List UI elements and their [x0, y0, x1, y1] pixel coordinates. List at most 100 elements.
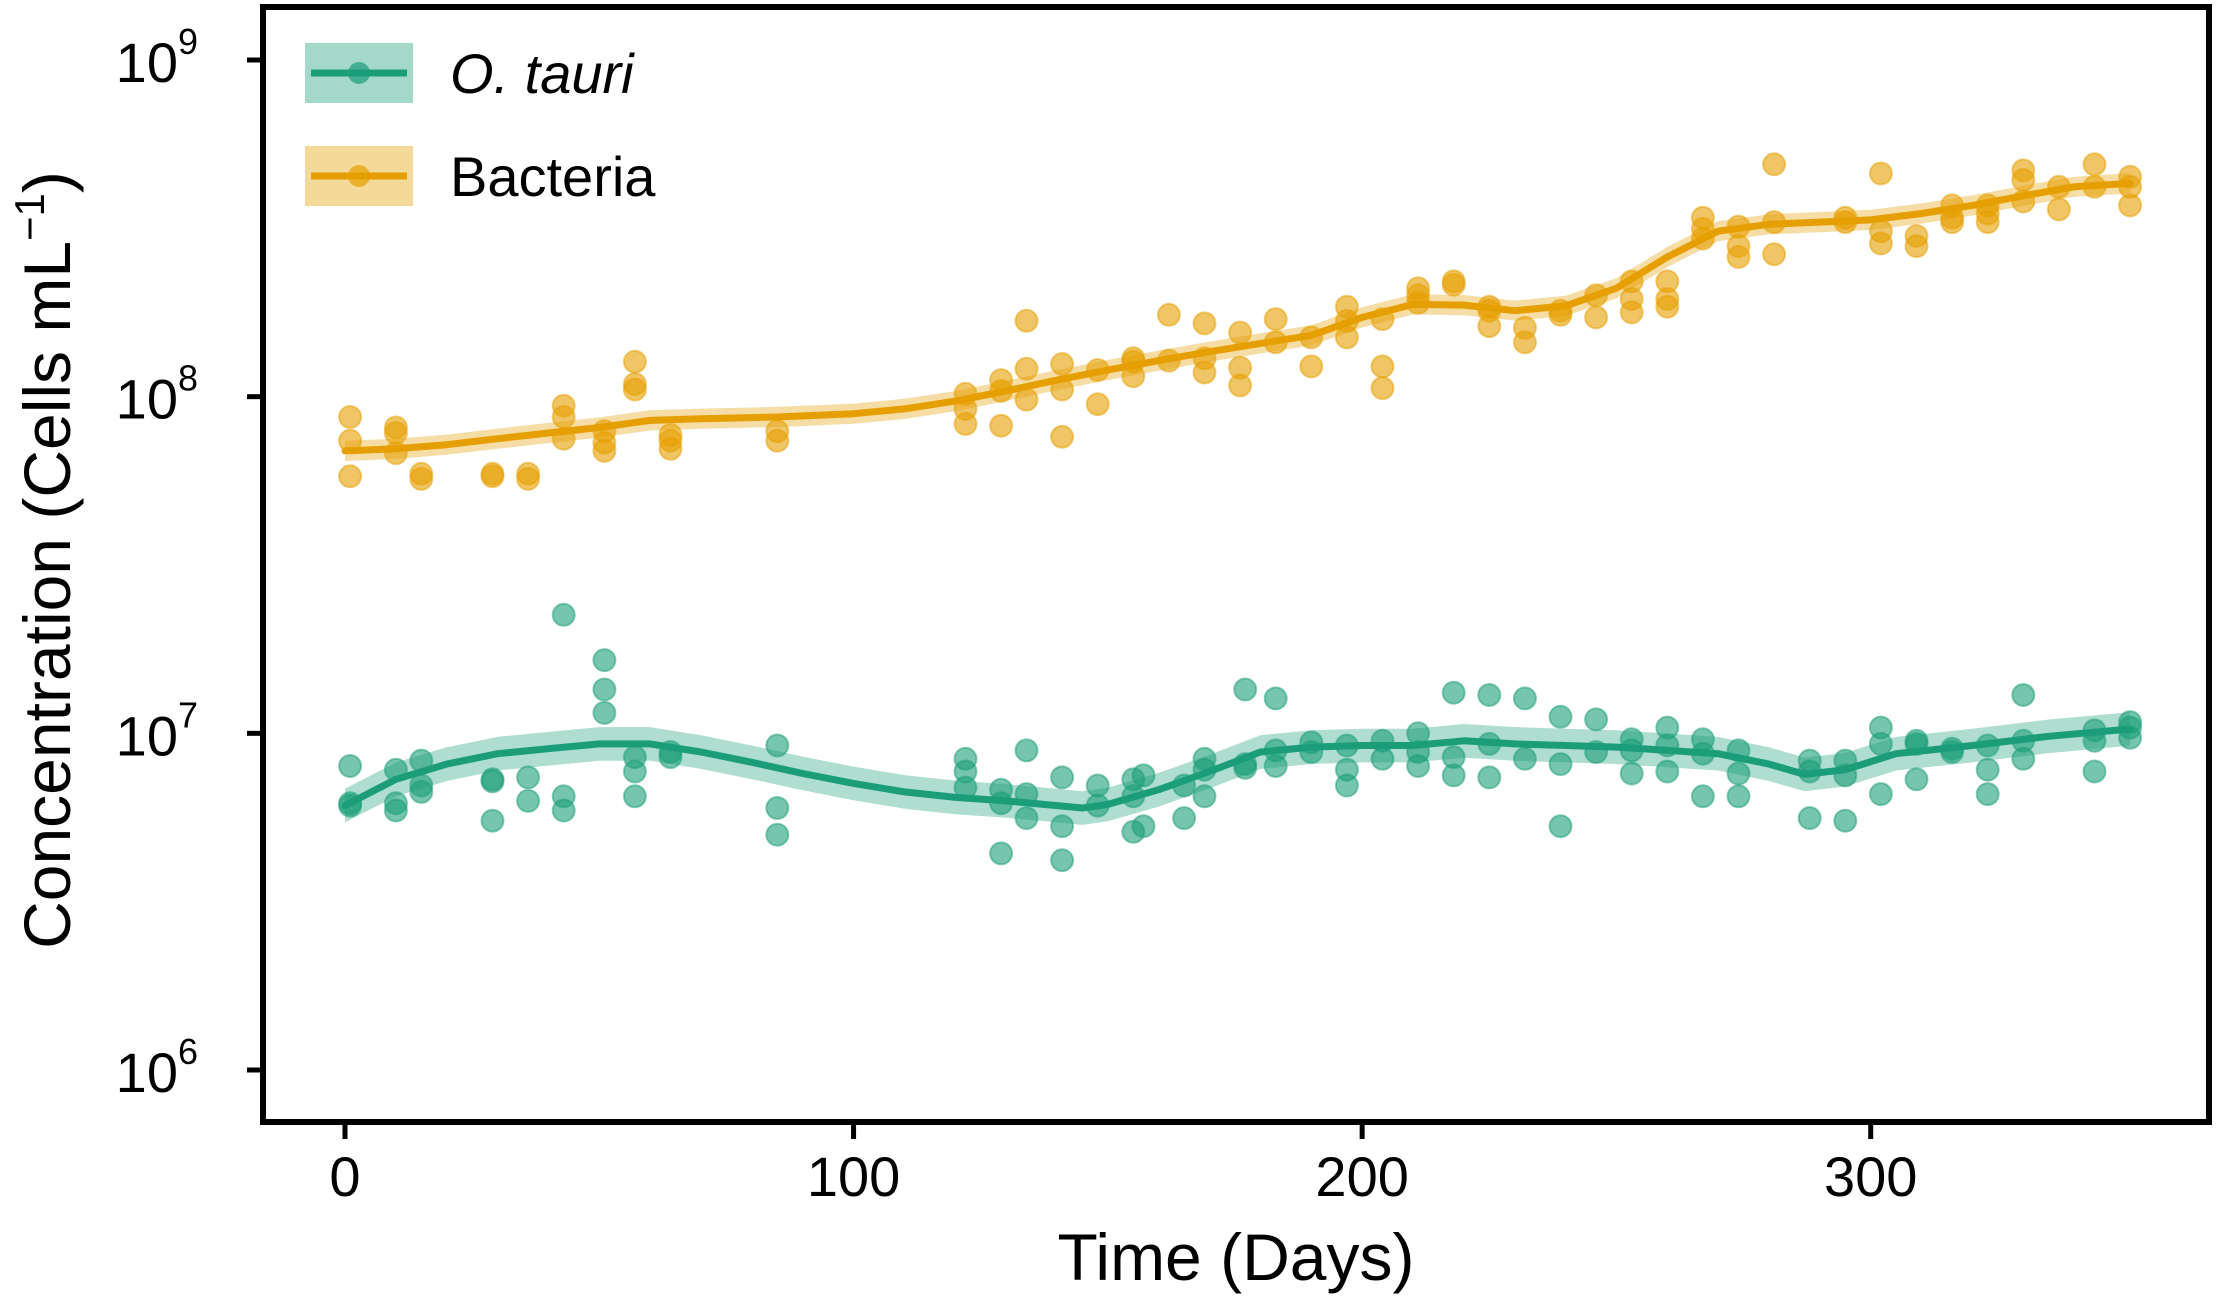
data-point-o-tauri [1548, 814, 1573, 839]
data-point-bacteria [1619, 300, 1644, 325]
data-point-bacteria [1584, 305, 1609, 330]
data-point-o-tauri [1233, 677, 1258, 702]
data-point-bacteria [1868, 231, 1893, 256]
data-point-o-tauri [383, 798, 408, 823]
data-point-o-tauri [516, 765, 541, 790]
data-point-o-tauri [480, 808, 505, 833]
data-point-o-tauri [765, 733, 790, 758]
data-point-bacteria [2118, 193, 2143, 218]
data-point-o-tauri [765, 796, 790, 820]
axes: 106 107 108 109 0 100 200 300 [116, 21, 1918, 1208]
data-point-o-tauri [2011, 746, 2036, 771]
data-point-bacteria [1477, 314, 1502, 339]
data-point-o-tauri [1131, 814, 1156, 839]
data-point-bacteria [1512, 330, 1537, 355]
data-point-o-tauri [1050, 765, 1075, 790]
data-point-o-tauri [1619, 761, 1644, 786]
data-point-o-tauri [1263, 754, 1288, 778]
data-point-bacteria [765, 428, 790, 453]
y-axis-title-text: Concentration (Cells mL [10, 241, 84, 949]
data-point-o-tauri [1726, 784, 1751, 809]
data-point-bacteria [1014, 387, 1039, 412]
data-point-o-tauri [1690, 784, 1715, 809]
data-point-o-tauri [1334, 773, 1359, 798]
data-point-o-tauri [1477, 683, 1502, 707]
legend-label-bacteria: Bacteria [450, 145, 656, 208]
trend-lines [341, 179, 2134, 812]
x-axis-title: Time (Days) [1058, 1220, 1415, 1294]
data-point-bacteria [338, 405, 363, 429]
data-point-bacteria [1868, 161, 1893, 186]
data-point-o-tauri [1406, 754, 1431, 778]
data-point-bacteria [622, 349, 647, 374]
data-point-o-tauri [480, 767, 505, 792]
data-point-bacteria [1370, 376, 1395, 401]
data-point-bacteria [1156, 302, 1181, 327]
data-point-o-tauri [1014, 806, 1039, 831]
data-point-bacteria [516, 466, 541, 491]
data-point-bacteria [1940, 210, 1965, 235]
data-point-bacteria [1050, 424, 1075, 449]
data-point-o-tauri [1050, 814, 1075, 839]
data-point-bacteria [1014, 356, 1039, 381]
trend-line-o-tauri [341, 725, 2134, 812]
data-point-bacteria [551, 405, 576, 429]
y-axis-title-close: ) [10, 171, 84, 193]
data-point-bacteria [658, 436, 683, 461]
data-point-o-tauri [1050, 848, 1075, 873]
data-point-bacteria [1370, 354, 1395, 379]
data-point-bacteria [622, 377, 647, 402]
data-point-o-tauri [2082, 759, 2107, 784]
legend-key-point-o-tauri [348, 62, 370, 84]
data-point-bacteria [1334, 325, 1359, 350]
legend: O. tauri Bacteria [305, 42, 656, 208]
data-point-o-tauri [1868, 782, 1893, 807]
trend-line-bacteria [341, 179, 2134, 455]
data-point-o-tauri [592, 677, 617, 702]
data-point-o-tauri [1131, 763, 1156, 788]
data-point-o-tauri [592, 700, 617, 725]
y-tick-label: 108 [116, 358, 198, 431]
data-point-o-tauri [1548, 752, 1573, 777]
data-point-o-tauri [622, 759, 647, 784]
data-point-o-tauri [409, 779, 434, 804]
y-tick-label: 107 [116, 694, 198, 767]
data-point-o-tauri [765, 822, 790, 847]
data-point-o-tauri [592, 648, 617, 673]
data-point-bacteria [1192, 311, 1217, 336]
data-point-o-tauri [2011, 683, 2036, 707]
data-point-bacteria [1228, 320, 1253, 345]
data-point-o-tauri [1797, 806, 1822, 831]
x-tick-label: 0 [329, 1145, 360, 1208]
data-point-o-tauri [1441, 763, 1466, 788]
data-point-bacteria [1014, 308, 1039, 333]
data-point-bacteria [1263, 307, 1288, 332]
data-point-o-tauri [1833, 808, 1858, 833]
data-point-bacteria [592, 438, 617, 463]
y-tick-label: 109 [116, 21, 198, 94]
data-point-bacteria [383, 421, 408, 445]
data-point-o-tauri [622, 784, 647, 809]
data-point-bacteria [1228, 373, 1253, 398]
data-point-bacteria [2046, 197, 2071, 222]
legend-label-o-tauri: O. tauri [450, 42, 635, 105]
data-point-o-tauri [516, 788, 541, 813]
data-point-o-tauri [1904, 767, 1929, 792]
x-tick-label: 300 [1824, 1145, 1917, 1208]
data-point-o-tauri [1584, 707, 1609, 732]
y-tick-label: 106 [116, 1031, 198, 1104]
data-point-bacteria [953, 411, 978, 436]
data-point-o-tauri [1512, 746, 1537, 771]
data-point-bacteria [1762, 152, 1787, 177]
data-point-o-tauri [1477, 765, 1502, 790]
data-point-o-tauri [551, 602, 576, 627]
data-point-bacteria [480, 464, 505, 489]
data-point-o-tauri [1192, 784, 1217, 809]
data-point-bacteria [1085, 392, 1110, 417]
data-point-o-tauri [338, 754, 363, 778]
data-point-bacteria [409, 466, 434, 491]
data-point-o-tauri [1441, 680, 1466, 705]
data-point-o-tauri [1014, 738, 1039, 763]
data-point-bacteria [989, 413, 1014, 438]
